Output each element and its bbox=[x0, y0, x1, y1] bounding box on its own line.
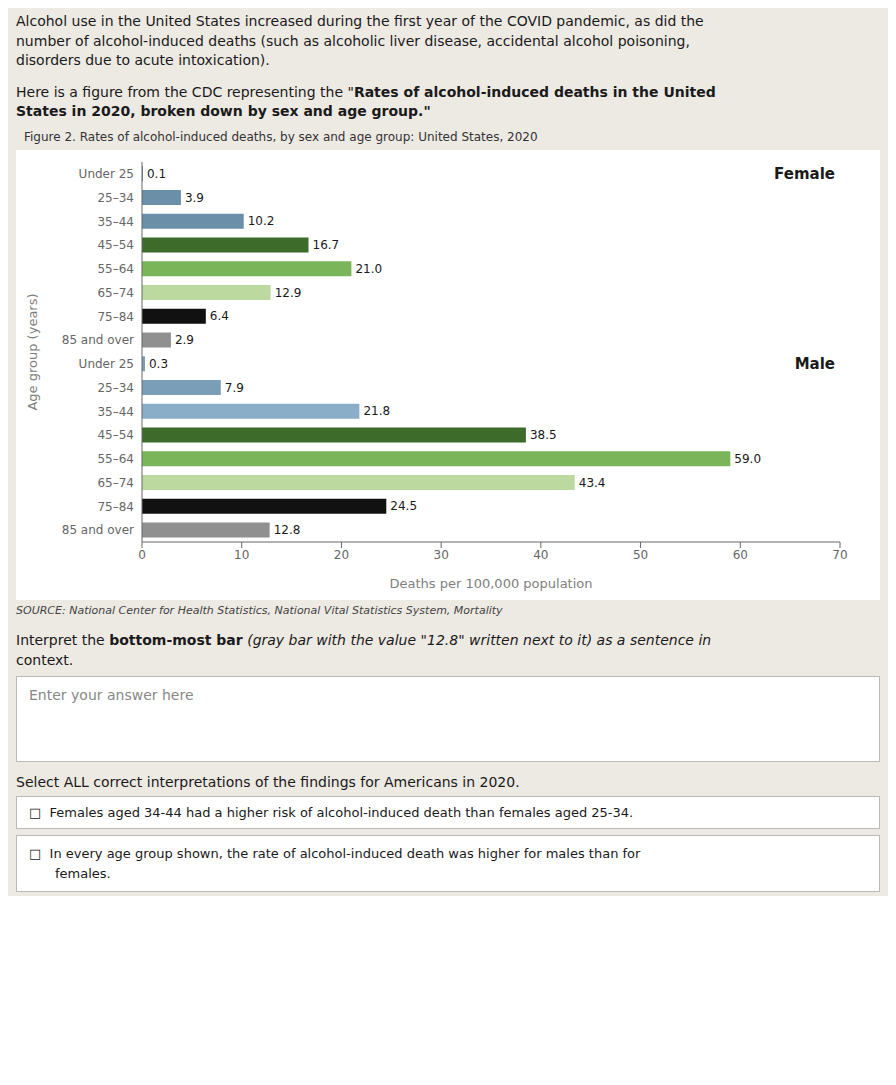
svg-text:85 and over: 85 and over bbox=[62, 523, 134, 537]
svg-text:24.5: 24.5 bbox=[390, 499, 417, 513]
svg-text:20: 20 bbox=[334, 547, 349, 561]
svg-text:45–54: 45–54 bbox=[97, 428, 134, 442]
html-text:context.: context. bbox=[16, 651, 74, 668]
html-text:States in 2020, broken down by: States in 2020, broken down by sex and a… bbox=[16, 103, 431, 120]
svg-text:35–44: 35–44 bbox=[97, 215, 134, 229]
svg-text:60: 60 bbox=[733, 547, 748, 561]
svg-text:85 and over: 85 and over bbox=[62, 333, 134, 347]
svg-text:16.7: 16.7 bbox=[313, 238, 340, 252]
svg-text:21.0: 21.0 bbox=[355, 262, 382, 276]
svg-text:12.8: 12.8 bbox=[274, 523, 301, 537]
svg-text:35–44: 35–44 bbox=[97, 405, 134, 419]
svg-text:10.2: 10.2 bbox=[248, 214, 275, 228]
svg-text:55–64: 55–64 bbox=[97, 262, 134, 276]
svg-text:38.5: 38.5 bbox=[530, 428, 557, 442]
svg-text:75–84: 75–84 bbox=[97, 310, 134, 324]
svg-text:2.9: 2.9 bbox=[175, 333, 194, 347]
svg-text:0: 0 bbox=[138, 547, 146, 561]
html-text:Enter your answer here: Enter your answer here bbox=[29, 687, 194, 704]
html-text:females.: females. bbox=[55, 865, 111, 881]
svg-text:25–34: 25–34 bbox=[97, 381, 134, 395]
svg-text:Under 25: Under 25 bbox=[79, 167, 134, 181]
svg-text:10: 10 bbox=[234, 547, 249, 561]
svg-text:75–84: 75–84 bbox=[97, 500, 134, 514]
svg-text:Under 25: Under 25 bbox=[79, 357, 134, 371]
svg-text:25–34: 25–34 bbox=[97, 191, 134, 205]
svg-text:45–54: 45–54 bbox=[97, 238, 134, 252]
svg-text:65–74: 65–74 bbox=[97, 286, 134, 300]
svg-text:50: 50 bbox=[633, 547, 648, 561]
svg-text:65–74: 65–74 bbox=[97, 476, 134, 490]
svg-text:12.9: 12.9 bbox=[275, 285, 302, 299]
svg-text:7.9: 7.9 bbox=[225, 380, 244, 394]
html-text:Figure 2. Rates of alcohol-ind: Figure 2. Rates of alcohol-induced death… bbox=[24, 130, 538, 144]
svg-text:6.4: 6.4 bbox=[210, 309, 229, 323]
svg-text:59.0: 59.0 bbox=[734, 452, 761, 466]
svg-text:0.1: 0.1 bbox=[147, 167, 166, 181]
svg-text:Male: Male bbox=[795, 355, 835, 373]
svg-text:55–64: 55–64 bbox=[97, 452, 134, 466]
html-text:Alcohol use in the United Stat: Alcohol use in the United States increas… bbox=[16, 13, 704, 69]
html-text:SOURCE: National Center for He: SOURCE: National Center for Health Stati… bbox=[16, 604, 503, 617]
svg-text:43.4: 43.4 bbox=[579, 475, 606, 489]
svg-text:70: 70 bbox=[832, 547, 847, 561]
html-text:Females aged 34-44 had a highe: Females aged 34-44 had a higher risk of … bbox=[49, 805, 634, 821]
svg-text:40: 40 bbox=[533, 547, 548, 561]
html-text:Select ALL correct interpretat: Select ALL correct interpretations of th… bbox=[16, 774, 520, 791]
html-text:In every age group shown, the: In every age group shown, the rate of al… bbox=[49, 846, 641, 862]
svg-text:Age group (years): Age group (years) bbox=[25, 293, 40, 410]
svg-text:3.9: 3.9 bbox=[185, 190, 204, 204]
html-text:Interpret the bottom-most bar: Interpret the bottom-most bar (gray bar … bbox=[16, 632, 712, 648]
svg-text:21.8: 21.8 bbox=[363, 404, 390, 418]
svg-text:30: 30 bbox=[434, 547, 449, 561]
svg-text:Female: Female bbox=[774, 165, 835, 183]
svg-text:0.3: 0.3 bbox=[149, 357, 168, 371]
html-text:Here is a figure from the CDC: Here is a figure from the CDC representi… bbox=[16, 83, 716, 100]
svg-text:Deaths per 100,000 population: Deaths per 100,000 population bbox=[389, 576, 592, 591]
